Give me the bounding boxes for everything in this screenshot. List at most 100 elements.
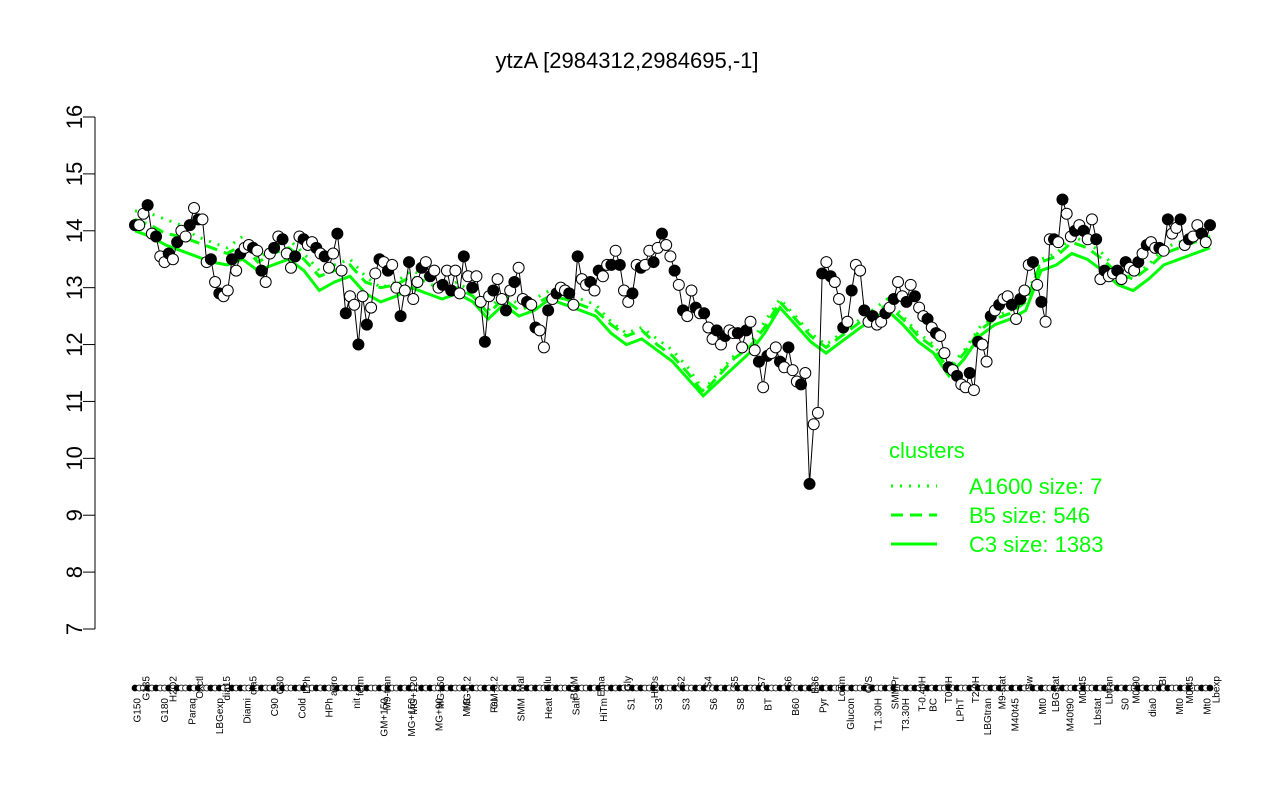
x-tick-label: HPh [325, 698, 336, 717]
data-point [752, 355, 765, 368]
data-point [803, 477, 816, 490]
x-tick-label: Etha [596, 676, 607, 697]
x-tick-label: S4 [703, 676, 714, 689]
legend-title: clusters [889, 438, 965, 463]
data-point [436, 278, 449, 291]
y-tick-label: 14 [62, 219, 87, 243]
data-point [744, 315, 757, 328]
x-tick-label: G150 [133, 698, 144, 723]
legend-entry: A1600 size: 7 [969, 474, 1102, 499]
y-tick-label: 8 [62, 566, 87, 578]
data-point [976, 338, 989, 351]
y-tick-label: 10 [62, 446, 87, 470]
x-tick-label: MG+120 [409, 676, 420, 715]
data-point [845, 284, 858, 297]
data-point [166, 253, 179, 266]
x-tick-label: HiOs [650, 676, 661, 698]
data-point [571, 250, 584, 263]
data-point [209, 275, 222, 288]
data-point [542, 304, 555, 317]
x-tick-label: M9-stat [998, 676, 1009, 710]
data-point [348, 298, 361, 311]
data-point [938, 347, 951, 360]
expression-series [129, 193, 1216, 490]
data-point [196, 213, 209, 226]
data-point [626, 287, 639, 300]
data-point [289, 250, 302, 263]
data-point [1204, 219, 1216, 232]
legend-entry: B5 size: 546 [969, 503, 1090, 528]
data-point [171, 236, 184, 249]
data-point [411, 275, 424, 288]
x-tick-label: BI [1158, 676, 1169, 685]
x-tick-label: MG+90 [434, 698, 445, 732]
x-tick-label: Cold [297, 698, 308, 719]
x-tick-label: Fru [489, 698, 500, 713]
x-tick-label: S6 [709, 698, 720, 711]
data-point [710, 324, 723, 337]
data-point [904, 278, 917, 291]
x-tick-label: Glucon [846, 698, 857, 730]
x-tick-label: B36 [810, 676, 821, 694]
x-tick-label: S5 [730, 676, 741, 689]
data-point [900, 295, 913, 308]
data-point [352, 338, 365, 351]
data-point [799, 367, 812, 379]
data-point [795, 378, 808, 391]
x-tick-label: M0t45 [1185, 676, 1196, 704]
data-point [1026, 256, 1039, 269]
data-point [335, 264, 348, 277]
data-point [1174, 213, 1187, 226]
data-point [360, 318, 373, 331]
data-point [748, 344, 761, 357]
x-tick-label: SMMPr [891, 675, 902, 709]
data-point [1005, 298, 1018, 311]
data-point [419, 256, 432, 269]
data-point [466, 281, 479, 294]
x-tick-label: Salt [572, 698, 583, 715]
data-point [230, 264, 243, 277]
data-point [259, 275, 272, 288]
data-point [1090, 233, 1103, 246]
data-point [331, 227, 344, 240]
x-tick-label: ferm [356, 676, 367, 696]
data-point [1085, 213, 1098, 226]
data-point [365, 301, 378, 314]
data-point [668, 264, 681, 277]
data-point [407, 293, 420, 306]
data-point [833, 293, 846, 306]
data-point [327, 247, 340, 260]
x-tick-label: Mal [516, 676, 527, 692]
x-tick-label: C30 [275, 676, 286, 695]
data-point [782, 341, 795, 354]
data-point [537, 341, 550, 354]
x-tick-label: Oxctl [195, 676, 206, 699]
data-point [225, 253, 238, 266]
x-tick-label: HiTm [599, 698, 610, 722]
x-tick-label: G135 [142, 676, 153, 701]
x-tick-label: aero [329, 676, 340, 696]
data-point [268, 241, 281, 254]
y-tick-label: 9 [62, 509, 87, 521]
data-point [1157, 244, 1170, 257]
data-point [478, 335, 491, 348]
x-tick-label: S2 [677, 676, 688, 689]
data-point [1018, 284, 1031, 297]
chart-title: ytzA [2984312,2984695,-1] [496, 48, 759, 73]
x-tick-label: LBGstat [1051, 676, 1062, 712]
data-point [141, 199, 154, 212]
data-point [470, 270, 483, 283]
data-point [655, 227, 668, 240]
x-tick-label: Glu [543, 676, 554, 692]
data-point [736, 341, 749, 354]
data-point [1161, 213, 1174, 226]
data-point [841, 315, 854, 328]
x-tick-label: LoTm [837, 676, 848, 702]
x-tick-label: Lbstat [1093, 698, 1104, 725]
data-point [892, 275, 905, 288]
data-point [204, 253, 217, 266]
data-point [525, 298, 538, 311]
data-point [980, 355, 993, 368]
x-tick-label: Sw [1024, 675, 1035, 690]
data-point [681, 310, 694, 323]
